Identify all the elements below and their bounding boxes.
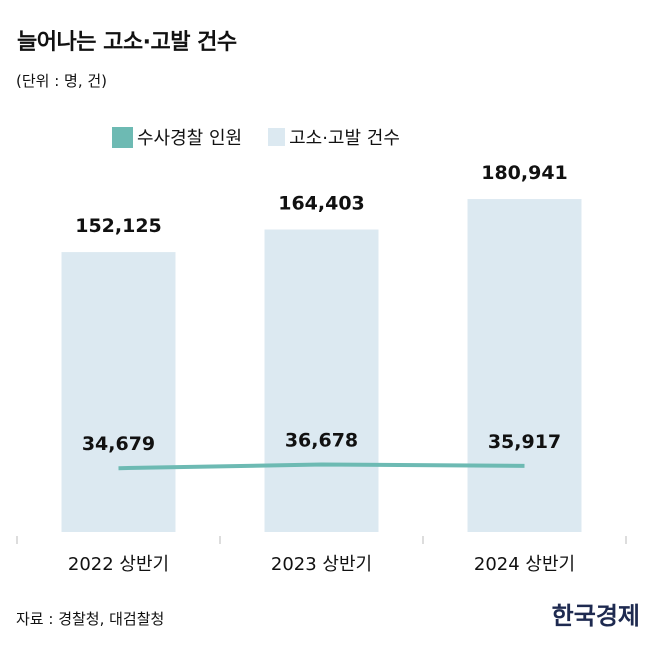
line-value-label: 34,679 [82, 433, 155, 455]
x-tick-label: 2023 상반기 [271, 554, 372, 575]
bar [264, 229, 379, 532]
line-value-label: 35,917 [488, 431, 561, 453]
chart-title: 늘어나는 고소·고발 건수 [17, 30, 237, 55]
bar [467, 199, 582, 533]
unit-note: (단위 : 명, 건) [16, 72, 108, 90]
legend-swatch-complaints [268, 128, 286, 146]
x-tick-label: 2024 상반기 [474, 554, 575, 575]
legend-label-police: 수사경찰 인원 [137, 128, 243, 149]
x-tick-label: 2022 상반기 [68, 554, 169, 575]
bar-value-label: 152,125 [75, 215, 162, 237]
bar [61, 252, 176, 532]
line-value-label: 36,678 [285, 430, 358, 452]
legend-swatch-police [112, 126, 133, 148]
legend-item-complaints: 고소·고발 건수 [268, 124, 400, 150]
line-series [118, 462, 525, 471]
source-note: 자료 : 경찰청, 대검찰청 [16, 610, 165, 628]
legend-item-police: 수사경찰 인원 [112, 124, 242, 150]
legend: 수사경찰 인원 고소·고발 건수 [112, 124, 426, 150]
bar-value-label: 164,403 [278, 192, 365, 214]
brand-logo: 한국경제 [551, 601, 640, 630]
legend-label-complaints: 고소·고발 건수 [289, 128, 400, 149]
bar-value-label: 180,941 [481, 162, 568, 184]
